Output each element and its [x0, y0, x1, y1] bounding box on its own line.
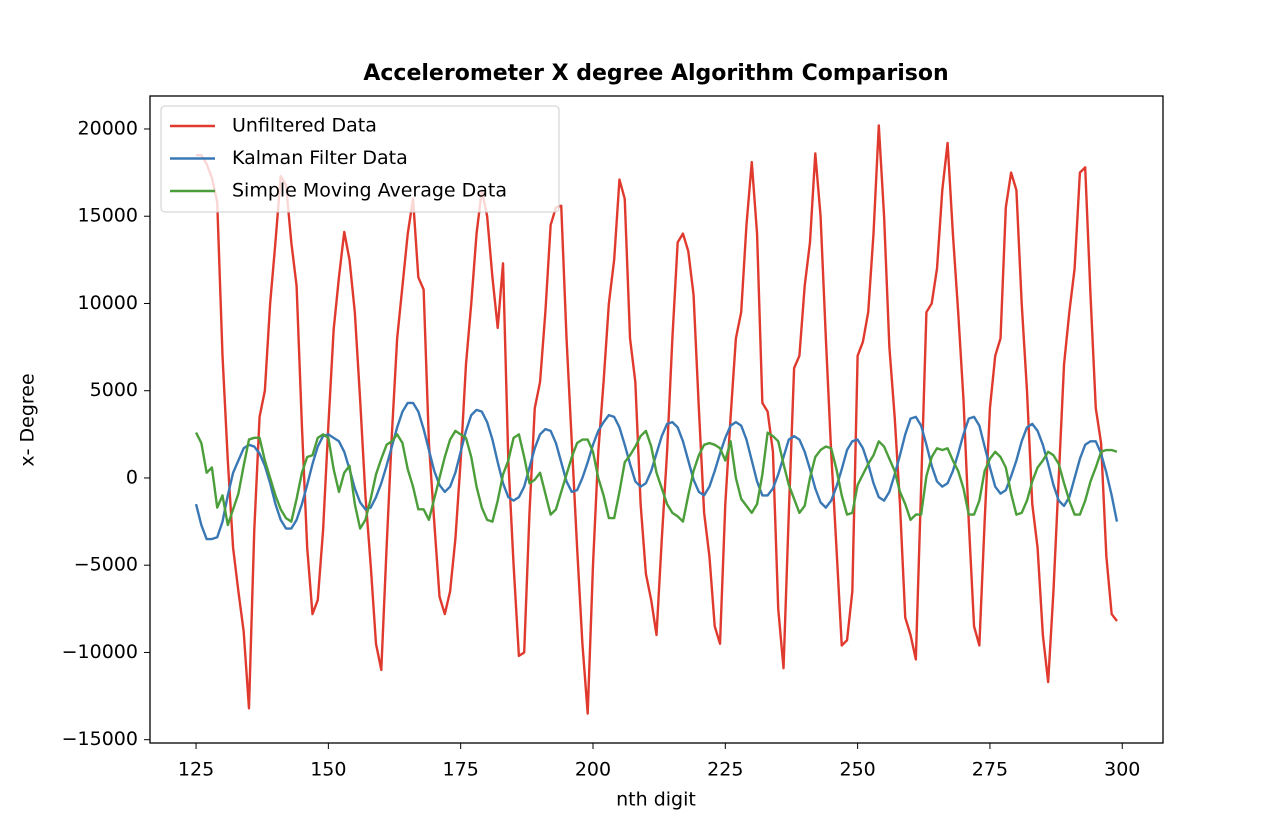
- x-tick-label: 200: [575, 759, 611, 781]
- y-tick-label: −10000: [62, 641, 138, 663]
- y-tick-label: 0: [126, 466, 138, 488]
- legend: Unfiltered Data Kalman Filter Data Simple …: [160, 105, 560, 213]
- x-tick-label: 125: [178, 759, 214, 781]
- x-tick-label: 300: [1104, 759, 1140, 781]
- legend-label: Unfiltered Data: [232, 115, 377, 137]
- y-tick-label: −15000: [62, 728, 138, 750]
- data-line: [194, 429, 1118, 530]
- y-tick-label: 5000: [90, 379, 138, 401]
- x-tick-label: 150: [310, 759, 346, 781]
- legend-frame: [160, 105, 560, 213]
- x-tick-label: 250: [839, 759, 875, 781]
- chart-title: Accelerometer X degree Algorithm Compari…: [363, 61, 948, 86]
- y-tick-label: −5000: [74, 554, 138, 576]
- x-tick-label: 275: [972, 759, 1008, 781]
- legend-label: Kalman Filter Data: [232, 147, 408, 169]
- x-axis-label: nth digit: [616, 789, 696, 811]
- x-tick-label: 225: [707, 759, 743, 781]
- y-axis-label: x- Degree: [17, 373, 39, 466]
- data-line: [196, 124, 1118, 715]
- y-tick-label: 20000: [78, 117, 138, 139]
- x-tick-label: 175: [443, 759, 479, 781]
- legend-label: Simple Moving Average Data: [232, 180, 507, 202]
- plot-frame: [149, 95, 1164, 744]
- y-tick-label: 15000: [78, 205, 138, 227]
- y-tick-label: 10000: [78, 292, 138, 314]
